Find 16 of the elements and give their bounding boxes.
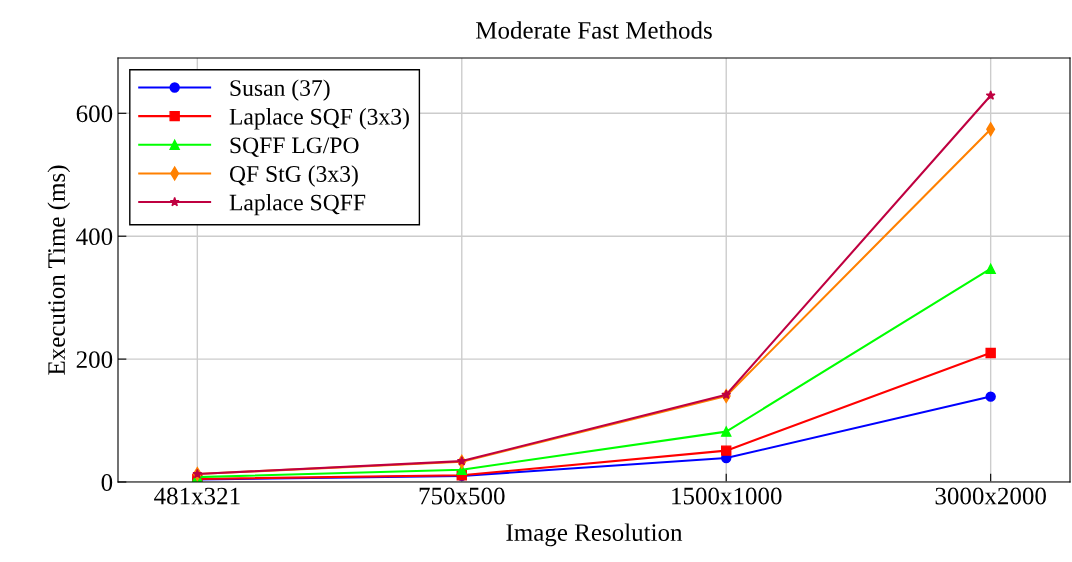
y-tick-label: 0 [101, 474, 113, 491]
y-tick-label: 200 [76, 351, 113, 369]
x-tick-label: 481x321 [154, 487, 240, 505]
legend-label: Laplace SQFF [229, 193, 366, 216]
x-tick-label: 750x500 [419, 487, 505, 505]
y-tick-label: 400 [76, 228, 113, 246]
y-tick-label: 600 [76, 105, 113, 123]
chart-title: Moderate Fast Methods [475, 21, 712, 39]
legend-label: SQFF LG/PO [230, 137, 359, 157]
legend-label: Susan (37) [230, 79, 330, 101]
legend-label: Laplace SQF (3x3) [229, 108, 409, 130]
x-tick-label: 1500x1000 [672, 487, 782, 505]
x-tick-label: 3000x2000 [935, 487, 1046, 505]
y-axis-title: Execution Time (ms) [47, 165, 71, 375]
x-axis-title: Image Resolution [506, 523, 683, 547]
legend-label: QF StG (3x3) [229, 165, 358, 187]
